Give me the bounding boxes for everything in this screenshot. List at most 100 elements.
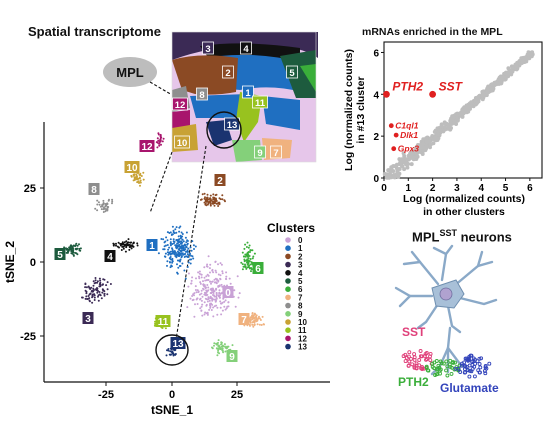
tsne-point-cluster-1 [178,240,181,243]
tsne-point-cluster-9 [227,345,230,348]
tsne-point-cluster-9 [211,346,213,349]
scatter-gene-point-c1ql1 [388,123,394,129]
tsne-point-cluster-2 [218,203,221,206]
tsne-point-cluster-0 [204,311,207,314]
tsne-point-cluster-0 [198,293,201,296]
tsne-point-cluster-1 [179,234,182,237]
tsne-point-cluster-0 [207,274,210,277]
vesicle-glutamate [487,361,492,366]
tsne-point-cluster-0 [233,289,236,292]
scatter-bg-point [395,170,400,175]
tsne-cluster-badge-2 [214,174,226,186]
tsne-cluster-badge-label-10: 10 [126,163,138,174]
tsne-point-cluster-1 [186,253,189,256]
tsne-point-cluster-2 [199,198,202,201]
tsne-point-cluster-9 [231,344,234,347]
tsne-point-cluster-7 [260,324,263,326]
vesicle-glutamate [478,365,483,370]
tsne-point-cluster-3 [106,288,109,291]
tsne-point-cluster-0 [225,275,228,278]
tsne-point-cluster-1 [169,242,172,245]
tsne-point-cluster-0 [213,278,216,281]
tsne-point-cluster-0 [195,277,197,280]
tsne-ytick-0: 0 [30,257,36,269]
tsne-point-cluster-1 [179,258,182,261]
vesicle-sst [419,354,424,359]
vesicle-pth2 [434,359,439,363]
tsne-point-cluster-5 [72,254,75,256]
tsne-point-cluster-0 [192,293,195,296]
tsne-point-cluster-3 [91,301,94,304]
tsne-point-cluster-0 [206,311,209,314]
tsne-point-cluster-1 [165,244,167,247]
tsne-point-cluster-10 [138,182,140,184]
tsne-cluster-badge-label-7: 7 [241,315,247,326]
tsne-point-cluster-6 [246,261,248,264]
vesicle-sst [406,354,411,359]
legend-label-8: 8 [298,302,303,311]
tsne-point-cluster-10 [139,181,142,184]
scatter-bg-point [418,149,422,154]
vesicle-sst [428,358,433,363]
vesicle-pth2 [441,361,446,366]
tsne-point-cluster-0 [216,313,219,316]
tsne-point-cluster-0 [206,293,209,296]
scatter-xlabel-line2: in other clusters [423,206,505,218]
tsne-point-cluster-0 [211,303,214,306]
tsne-point-cluster-1 [174,228,177,231]
tsne-point-cluster-7 [251,323,254,326]
scatter-bg-point [495,80,500,85]
vesicle-glutamate [467,368,472,373]
tsne-point-cluster-3 [98,293,101,296]
scatter-bg-point [423,145,428,150]
tsne-point-cluster-3 [93,299,96,301]
tsne-point-cluster-6 [252,255,255,258]
vesicle-sst [424,357,429,361]
tsne-point-cluster-8 [104,210,107,213]
tsne-point-cluster-6 [249,263,252,266]
legend-label-7: 7 [298,293,303,302]
scatter-gene-label-dlk1: Dlk1 [400,130,418,140]
tsne-point-cluster-4 [124,244,127,247]
tsne-ytick-25: 25 [24,183,36,195]
tsne-point-cluster-1 [176,250,179,253]
tsne-point-cluster-0 [217,280,220,283]
tsne-point-cluster-1 [176,244,179,247]
scatter-gene-point-gpx3 [391,146,397,152]
scatter-ytick-label: 2 [373,132,379,143]
legend-swatch-12 [285,335,291,342]
vesicle-sst [412,352,417,357]
tsne-point-cluster-1 [163,248,166,251]
tsne-point-cluster-13 [169,353,172,356]
tsne-point-cluster-2 [209,198,212,201]
tsne-point-cluster-8 [102,202,105,205]
tsne-point-cluster-3 [106,293,109,296]
tsne-point-cluster-0 [210,292,213,295]
tsne-point-cluster-1 [166,264,168,267]
neuron-panel-title: MPLSST neurons [412,228,512,244]
tsne-point-cluster-10 [138,177,141,180]
scatter-bg-point [527,52,532,57]
tsne-point-cluster-5 [79,247,82,250]
vesicle-glutamate [483,371,488,376]
tsne-point-cluster-1 [168,232,171,234]
tsne-point-cluster-11 [164,327,167,330]
tsne-point-cluster-1 [163,241,166,244]
mpl-callout-ellipse [103,57,157,87]
tsne-point-cluster-1 [178,252,181,255]
vesicle-glutamate [479,356,484,361]
neuron-dendrites [394,244,498,376]
tsne-point-cluster-7 [253,324,256,327]
vesicle-pth2 [438,371,442,376]
tsne-point-cluster-4 [124,250,127,253]
neuron-sst-label: SST [402,325,426,339]
tsne-point-cluster-6 [246,263,249,266]
tsne-point-cluster-0 [199,281,202,284]
vesicle-sst [409,356,413,361]
tsne-point-cluster-1 [192,244,195,247]
scatter-bg-point [402,167,407,172]
scatter-xlabel-line1: Log (normalized counts) [403,193,525,205]
tsne-point-cluster-10 [136,175,138,178]
tsne-point-cluster-1 [178,245,181,248]
tsne-point-cluster-6 [246,251,249,254]
